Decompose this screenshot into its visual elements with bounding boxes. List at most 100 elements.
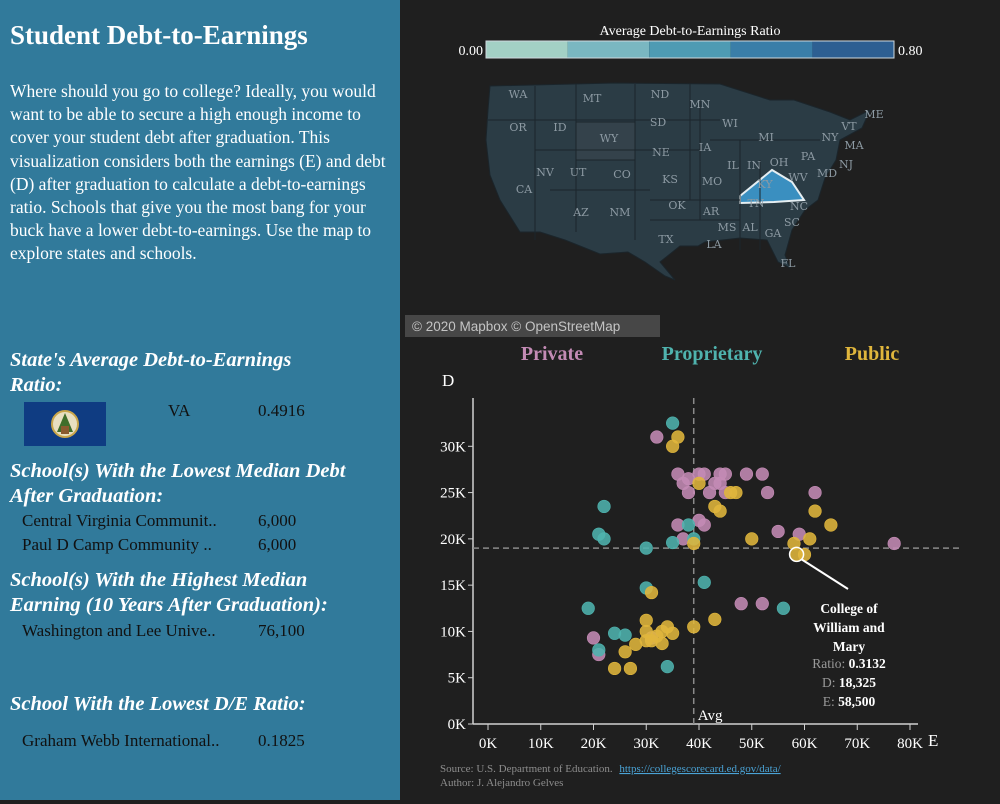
point-public[interactable] [644, 585, 659, 600]
state-label-ks: KS [662, 173, 678, 186]
legend-swatch [567, 41, 650, 58]
point-proprietary[interactable] [681, 518, 696, 532]
point-public[interactable] [745, 532, 759, 546]
state-borders [488, 84, 820, 250]
legend-title: Average Debt-to-Earnings Ratio [600, 24, 781, 39]
lowest-de-heading: School With the Lowest D/E Ratio: [10, 693, 306, 715]
scatter-plot: 0K 10K 20K 30K 40K 50K 60K 70K 80K 0K 5K 10K 15K 20K 2… [440, 398, 960, 752]
point-private[interactable] [681, 485, 696, 500]
map-attribution[interactable]: © 2020 Mapbox © OpenStreetMap [412, 319, 620, 334]
y-tick-label: 15K [440, 578, 466, 594]
point-public[interactable] [729, 485, 743, 500]
point-private[interactable] [755, 597, 769, 611]
point-proprietary[interactable] [597, 532, 611, 546]
point-private[interactable] [697, 518, 711, 532]
series-legend-proprietary[interactable]: Proprietary [662, 343, 763, 365]
point-proprietary[interactable] [618, 628, 632, 642]
point-private[interactable] [771, 524, 785, 539]
state-label-co: CO [613, 168, 630, 181]
point-public[interactable] [713, 504, 727, 518]
point-proprietary[interactable] [660, 660, 674, 674]
point-proprietary[interactable] [776, 601, 791, 615]
state-label-tx: TX [658, 233, 673, 246]
legend-swatch [812, 41, 894, 58]
state-label-nm: NM [610, 206, 631, 219]
lowest-debt-school-value: 6,000 [258, 535, 297, 554]
source-prefix: Source: U.S. Department of Education. [440, 763, 613, 775]
point-private[interactable] [650, 430, 664, 444]
state-label-nd: ND [651, 88, 670, 101]
annotation-ratio: Ratio: 0.3132 [812, 656, 886, 671]
legend-frame [485, 40, 895, 59]
page-title: Student Debt-to-Earnings [10, 20, 308, 50]
point-public[interactable] [666, 626, 680, 640]
annotation-debt: D: 18,325 [822, 675, 876, 690]
lowest-de-school-name: Graham Webb International.. [22, 731, 220, 750]
state-ratio: 0.4916 [258, 401, 305, 420]
source-text: Source: U.S. Department of Education. ht… [440, 763, 782, 775]
lowest-debt-school-name: Central Virginia Communit.. [22, 511, 217, 530]
us-landmass [485, 82, 872, 281]
point-private[interactable] [887, 536, 901, 551]
y-tick-label: 5K [448, 671, 467, 687]
point-public[interactable] [692, 476, 706, 490]
x-tick-label: 70K [844, 736, 870, 752]
point-proprietary[interactable] [666, 535, 680, 550]
point-proprietary[interactable] [666, 416, 680, 430]
y-tick-label: 10K [440, 624, 466, 640]
point-private[interactable] [755, 467, 769, 481]
series-legend-private[interactable]: Private [521, 343, 583, 365]
point-proprietary[interactable] [592, 643, 606, 657]
state-label-fl: FL [781, 257, 797, 270]
x-tick-label: 40K [686, 736, 712, 752]
point-public[interactable] [789, 547, 804, 561]
point-public[interactable] [687, 536, 701, 551]
state-label-mo: MO [702, 175, 722, 188]
state-label-or: OR [509, 121, 527, 134]
point-public[interactable] [618, 645, 632, 659]
lowest-debt-heading: School(s) With the Lowest Median Debt Af… [10, 460, 346, 507]
state-label-mt: MT [583, 92, 602, 105]
point-public[interactable] [671, 430, 685, 444]
point-private[interactable] [808, 485, 822, 500]
state-label-wa: WA [509, 88, 529, 101]
point-public[interactable] [623, 661, 638, 676]
point-public[interactable] [808, 504, 822, 518]
series-legend-public[interactable]: Public [845, 343, 900, 365]
state-flag-icon [24, 402, 106, 446]
point-public[interactable] [824, 518, 838, 532]
point-public[interactable] [655, 636, 669, 651]
intro-text: Where should you go to college? Ideally,… [10, 81, 386, 264]
point-public[interactable] [708, 612, 722, 626]
point-private[interactable] [739, 467, 754, 481]
state-label-ut: UT [570, 166, 587, 179]
state-label-nc: NC [790, 200, 808, 213]
point-proprietary[interactable] [639, 541, 653, 555]
highest-earning-school-value: 76,100 [258, 621, 305, 640]
point-proprietary[interactable] [581, 601, 595, 615]
point-private[interactable] [734, 597, 748, 611]
point-private[interactable] [760, 485, 775, 500]
source-link[interactable]: https://collegescorecard.ed.gov/data/ [619, 763, 781, 775]
point-proprietary[interactable] [597, 499, 611, 514]
annotation-highlight[interactable] [788, 546, 805, 563]
point-public[interactable] [803, 532, 817, 546]
point-proprietary[interactable] [697, 575, 711, 589]
y-axis-label: D [442, 371, 454, 390]
legend-max: 0.80 [898, 44, 923, 59]
legend-swatch [730, 41, 813, 58]
point-public[interactable] [639, 634, 653, 648]
state-label-ky: KY [757, 178, 773, 191]
state-label-az: AZ [572, 206, 589, 219]
point-public[interactable] [608, 661, 622, 676]
state-label-ok: OK [668, 199, 686, 212]
state-label-ne: NE [652, 146, 670, 159]
color-legend [486, 41, 894, 58]
point-public[interactable] [639, 613, 653, 627]
annotation-name: College of William and Mary [813, 601, 885, 654]
point-public[interactable] [687, 620, 701, 634]
point-private[interactable] [586, 631, 601, 645]
x-tick-label: 20K [581, 736, 607, 752]
